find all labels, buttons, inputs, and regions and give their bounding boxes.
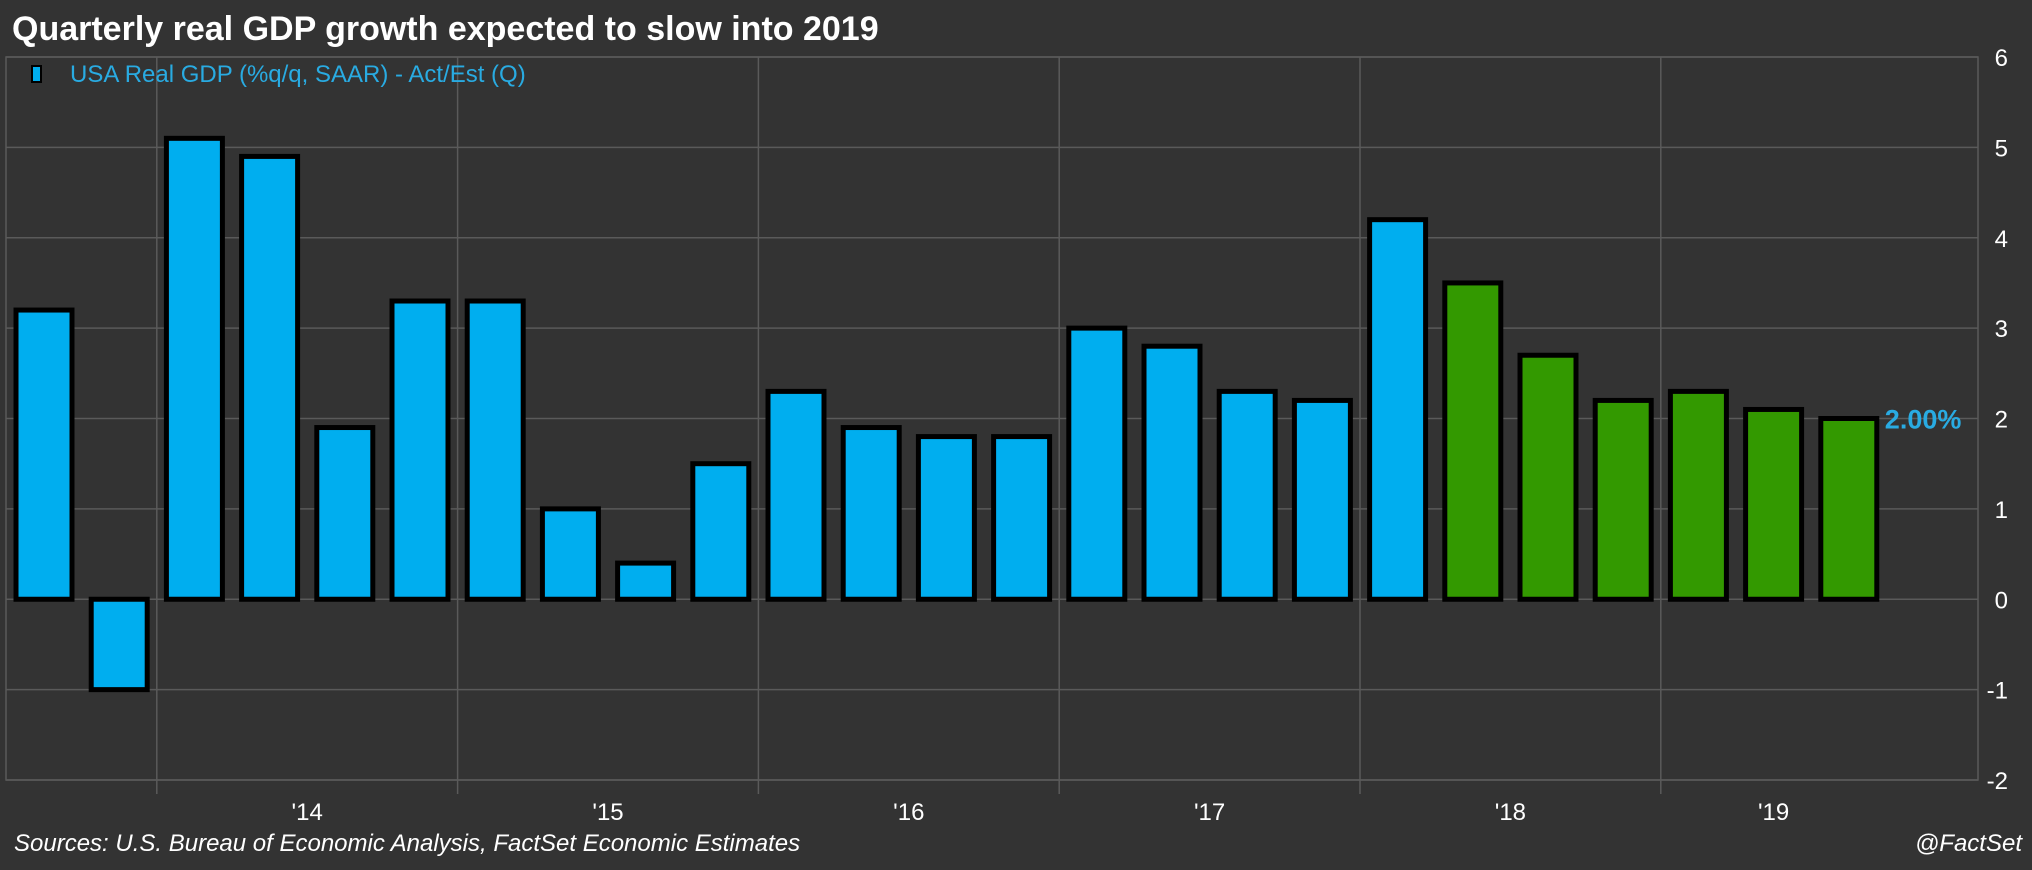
- y-axis-tick-labels: -2 -1 0 1 2 3 4 5 6: [1987, 45, 2008, 795]
- bars: [13, 135, 1880, 693]
- source-note: Sources: U.S. Bureau of Economic Analysi…: [14, 830, 801, 857]
- chart-title: Quarterly real GDP growth expected to sl…: [12, 10, 879, 48]
- bar-actual: [314, 425, 376, 602]
- y-tick-label: 0: [1995, 587, 2008, 614]
- legend-label: USA Real GDP (%q/q, SAAR) - Act/Est (Q): [70, 61, 526, 88]
- y-tick-label: 2: [1995, 407, 2008, 434]
- y-tick-label: 5: [1995, 135, 2008, 162]
- bar-actual: [88, 596, 150, 693]
- bar-estimate: [1667, 388, 1729, 602]
- legend: USA Real GDP (%q/q, SAAR) - Act/Est (Q): [31, 61, 526, 88]
- bar-actual: [163, 135, 225, 602]
- bar-estimate: [1818, 416, 1880, 602]
- bar-actual: [765, 388, 827, 602]
- bar-estimate: [1517, 352, 1579, 602]
- bar-actual: [1291, 397, 1353, 602]
- bar-actual: [1216, 388, 1278, 602]
- bar-estimate: [1743, 406, 1805, 602]
- y-tick-label: 4: [1995, 226, 2008, 253]
- bar-actual: [1141, 343, 1203, 602]
- y-tick-label: 3: [1995, 316, 2008, 343]
- bar-actual: [690, 461, 752, 602]
- bar-estimate: [1592, 397, 1654, 602]
- bar-actual: [13, 307, 75, 602]
- bar-actual: [539, 506, 601, 602]
- bar-actual: [1367, 217, 1429, 602]
- credit-label: @FactSet: [1914, 830, 2022, 857]
- y-tick-label: 6: [1995, 45, 2008, 72]
- y-tick-label: -1: [1987, 678, 2008, 705]
- legend-swatch-icon: [31, 65, 42, 83]
- bar-estimate: [1442, 280, 1504, 602]
- bar-actual: [915, 434, 977, 602]
- y-tick-label: -2: [1987, 768, 2008, 795]
- bar-actual: [840, 425, 902, 602]
- gdp-bar-chart: -2 -1 0 1 2 3 4 5 6 '14 '15 '16 '17 '18 '19 USA Real …: [5, 45, 2008, 826]
- bar-actual: [464, 298, 526, 602]
- x-tick-label: '16: [893, 799, 924, 826]
- bar-actual: [991, 434, 1053, 602]
- y-tick-label: 1: [1995, 497, 2008, 524]
- x-tick-label: '19: [1758, 799, 1789, 826]
- plot-area-frame: [5, 56, 1979, 781]
- bar-actual: [1066, 325, 1128, 602]
- x-tick-label: '15: [592, 799, 623, 826]
- bar-actual: [615, 560, 677, 602]
- last-value-label: 2.00%: [1885, 405, 1962, 435]
- x-axis-year-labels: '14 '15 '16 '17 '18 '19: [292, 799, 1790, 826]
- x-tick-label: '14: [292, 799, 323, 826]
- bar-actual: [389, 298, 451, 602]
- x-tick-label: '18: [1495, 799, 1526, 826]
- bar-actual: [239, 153, 301, 602]
- x-tick-label: '17: [1194, 799, 1225, 826]
